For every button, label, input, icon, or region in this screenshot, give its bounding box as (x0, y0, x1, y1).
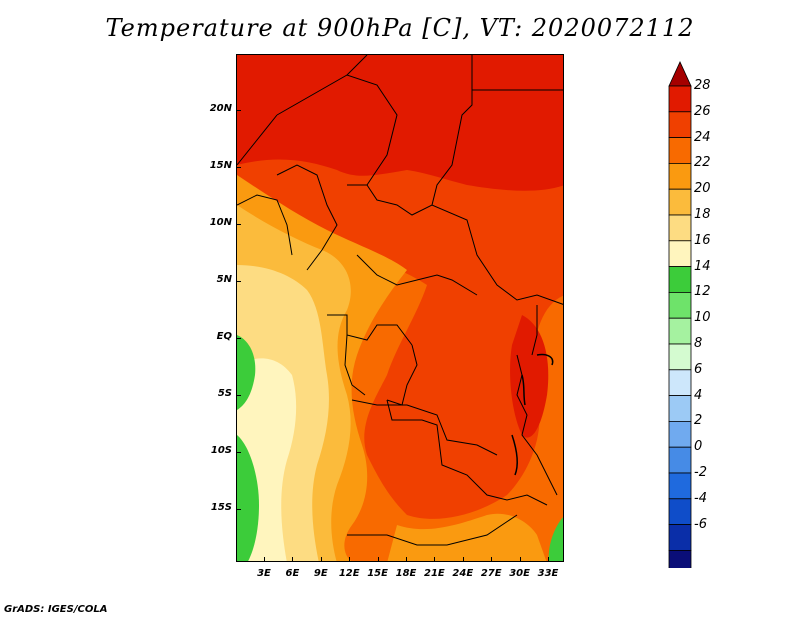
colorbar-segment (668, 188, 692, 216)
colorbar-label: 12 (694, 284, 711, 300)
lon-tick (434, 557, 436, 562)
lat-tick (236, 110, 241, 111)
colorbar-label: -6 (694, 516, 707, 532)
lon-tick (320, 557, 322, 562)
lon-label: 21E (424, 568, 445, 579)
colorbar-label: 4 (694, 387, 703, 403)
lon-label: 15E (367, 568, 388, 579)
colorbar-label: 6 (694, 361, 703, 377)
colorbar-segment (668, 240, 692, 268)
colorbar-label: 14 (694, 258, 711, 274)
lon-tick (264, 557, 265, 562)
lon-tick (406, 557, 407, 562)
colorbar-segment (668, 163, 692, 190)
lat-tick (236, 281, 241, 282)
colorbar-segment (668, 343, 692, 371)
colorbar-segment (668, 85, 692, 113)
field-14-west (237, 335, 256, 410)
lat-tick (236, 167, 241, 168)
lakes (511, 353, 554, 476)
field-27-east (510, 315, 549, 438)
colorbar-label: -4 (694, 490, 707, 506)
lat-tick (236, 224, 241, 225)
lon-tick (377, 557, 379, 562)
lon-label: 30E (509, 568, 530, 579)
temperature-field (237, 55, 563, 561)
colorbar-segment (668, 472, 692, 500)
lat-label: EQ (216, 331, 232, 342)
lon-label: 27E (480, 568, 502, 579)
colorbar-label: 10 (694, 310, 711, 326)
lon-label: 3E (257, 568, 271, 579)
credit-text: GrADS: IGES/COLA (4, 604, 108, 615)
colorbar-segment (668, 291, 692, 319)
lon-label: 18E (395, 568, 417, 579)
lon-tick (349, 557, 351, 562)
colorbar-label: 26 (694, 103, 711, 119)
colorbar-segment (668, 214, 692, 242)
colorbar-segment (668, 498, 692, 525)
colorbar-label: 28 (694, 78, 711, 93)
lat-label: 5S (217, 388, 232, 399)
colorbar-label: 8 (694, 336, 703, 351)
field-27-north (237, 55, 563, 191)
colorbar-label: -2 (694, 465, 707, 480)
colorbar-label: 20 (694, 181, 711, 197)
colorbar-segment (668, 317, 692, 345)
colorbar-segment (668, 369, 692, 396)
colorbar-segment (668, 266, 692, 293)
colorbar-label: 24 (694, 129, 711, 145)
lon-label: 24E (452, 568, 474, 579)
lat-tick (236, 338, 241, 339)
lat-label: 15S (210, 502, 232, 513)
field-14-se (548, 517, 563, 561)
colorbar-label: 22 (694, 155, 711, 171)
lon-label: 9E (313, 568, 328, 579)
country-borders (237, 55, 563, 546)
lat-label: 15N (209, 160, 232, 171)
colorbar-segment (668, 111, 692, 138)
lon-label: 6E (285, 568, 300, 579)
colorbar-label: 0 (694, 439, 703, 455)
lon-tick (548, 557, 549, 562)
colorbar-segment (668, 137, 692, 164)
lat-label: 20N (209, 103, 232, 114)
colorbar-segment (668, 395, 692, 422)
colorbar-segment (668, 420, 692, 448)
lon-tick (491, 557, 493, 562)
colorbar-segment (668, 549, 692, 568)
lon-tick (462, 557, 464, 562)
colorbar-label: 18 (694, 207, 711, 222)
colorbar-top-arrow (668, 61, 692, 87)
temperature-map (236, 54, 564, 562)
colorbar-segment (668, 446, 692, 474)
lat-tick (236, 452, 241, 453)
lon-label: 12E (338, 568, 360, 579)
map-title: Temperature at 900hPa [C], VT: 202007211… (105, 14, 695, 42)
lat-label: 10S (210, 445, 232, 456)
colorbar-segment (668, 524, 692, 551)
lon-tick (519, 557, 521, 562)
colorbar-label: 16 (694, 232, 711, 248)
lon-label: 33E (537, 568, 559, 579)
lat-tick (236, 395, 241, 396)
lon-tick (292, 557, 294, 562)
colorbar-label: 2 (694, 413, 703, 429)
colorbar (668, 61, 692, 568)
field-22-south (387, 513, 547, 561)
lat-label: 10N (209, 217, 232, 228)
lat-tick (236, 509, 241, 510)
field-14-sw (237, 435, 259, 561)
lat-label: 5N (216, 274, 232, 285)
